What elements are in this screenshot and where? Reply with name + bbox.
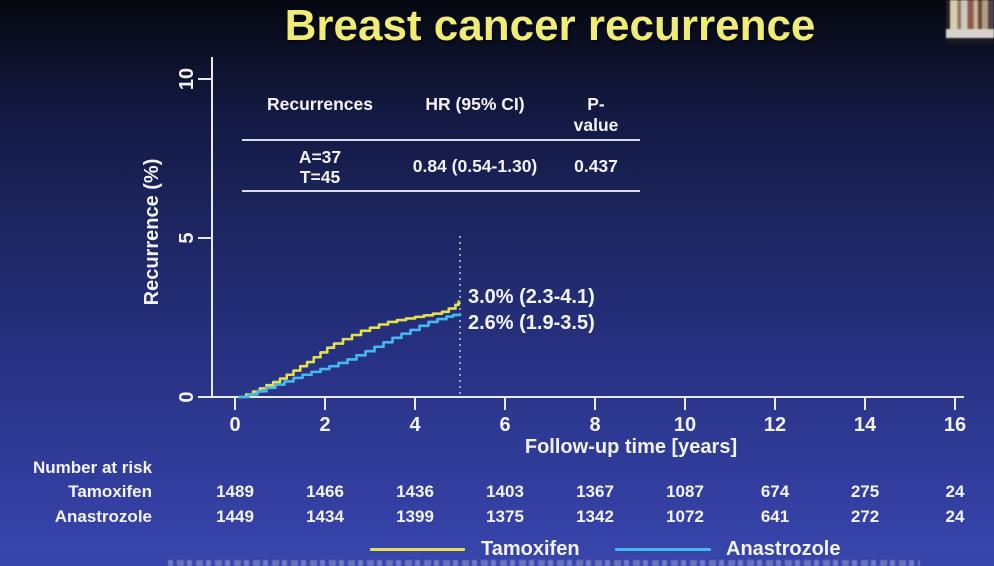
stats-header-hr: HR (95% CI) [425, 94, 525, 114]
stats-header-pvalue: P- value [573, 94, 619, 135]
risk-count: 1072 [666, 507, 704, 526]
legend-label-anastrozole: Anastrozole [726, 538, 841, 560]
x-tick-label: 8 [589, 414, 600, 436]
y-tick-label: 0 [176, 391, 198, 402]
legend-line-tamoxifen [370, 548, 465, 551]
risk-count: 1399 [396, 507, 434, 526]
risk-table-title: Number at risk [33, 458, 153, 477]
risk-count: 24 [945, 507, 965, 526]
risk-count: 641 [760, 507, 790, 526]
stats-table-rule-bottom [242, 190, 640, 192]
stats-value-recurrences: A=37 T=45 [298, 146, 342, 187]
risk-count: 1367 [576, 482, 614, 501]
stats-table-rule-top [242, 139, 640, 141]
x-tick-label: 2 [319, 414, 330, 436]
y-tick-label: 5 [176, 232, 198, 243]
stats-header-recurrences: Recurrences [266, 94, 374, 114]
annotation-tamoxifen: 3.0% (2.3-4.1) [468, 286, 595, 308]
citation-text-cutoff [168, 560, 920, 566]
x-tick-label: 6 [499, 414, 510, 436]
y-tick-label: 10 [176, 68, 198, 90]
risk-count: 1087 [666, 482, 704, 501]
webcam-lower-edge [946, 38, 994, 44]
risk-count: 1403 [486, 482, 524, 501]
risk-count: 272 [850, 507, 880, 526]
risk-count: 1434 [306, 507, 344, 526]
risk-count: 1466 [306, 482, 344, 501]
stats-value-pvalue: 0.437 [574, 156, 618, 176]
stats-value-hr: 0.84 (0.54-1.30) [412, 156, 538, 176]
bookshelf-image [946, 0, 994, 29]
risk-count: 1436 [396, 482, 434, 501]
x-tick-label: 4 [409, 414, 421, 436]
slide-title: Breast cancer recurrence [284, 1, 816, 50]
webcam-thumbnail [946, 0, 994, 44]
y-axis-title: Recurrence (%) [141, 159, 163, 306]
risk-count: 1342 [576, 507, 614, 526]
risk-count: 1449 [216, 507, 254, 526]
bookshelf-shelf [946, 29, 994, 38]
x-tick-label: 0 [229, 414, 240, 436]
x-tick-label: 14 [854, 414, 877, 436]
series-path-tamoxifen [238, 300, 460, 399]
stats-table-header-row: Recurrences HR (95% CI) P- value [240, 92, 642, 139]
x-tick-label: 12 [764, 414, 786, 436]
risk-count: 1489 [216, 482, 254, 501]
annotation-anastrozole: 2.6% (1.9-3.5) [468, 312, 595, 334]
risk-count: 1375 [486, 507, 524, 526]
curve-annotations: 3.0% (2.3-4.1) 2.6% (1.9-3.5) [468, 284, 595, 336]
risk-count: 24 [945, 482, 965, 501]
x-tick-label: 16 [944, 414, 966, 436]
risk-row-label-anastrozole: Anastrozole [54, 507, 152, 526]
stats-table: Recurrences HR (95% CI) P- value A=37 T=… [240, 92, 642, 192]
risk-count: 674 [760, 482, 790, 501]
risk-count: 275 [850, 482, 880, 501]
series-path-anastrozole [238, 313, 462, 399]
legend-line-anastrozole [615, 548, 711, 551]
stats-table-data-row: A=37 T=45 0.84 (0.54-1.30) 0.437 [240, 142, 642, 191]
x-axis-title: Follow-up time [years] [525, 436, 737, 458]
x-tick-label: 10 [674, 414, 696, 436]
legend-label-tamoxifen: Tamoxifen [481, 538, 580, 560]
risk-row-label-tamoxifen: Tamoxifen [68, 482, 152, 501]
